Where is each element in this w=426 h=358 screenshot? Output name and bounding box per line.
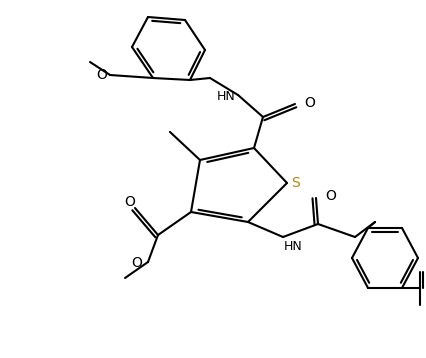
Text: O: O [303, 96, 314, 110]
Text: HN: HN [217, 90, 236, 102]
Text: O: O [131, 256, 142, 270]
Text: HN: HN [283, 240, 302, 252]
Text: O: O [324, 189, 335, 203]
Text: O: O [96, 68, 107, 82]
Text: S: S [290, 176, 299, 190]
Text: N: N [424, 281, 426, 295]
Text: O: O [124, 195, 135, 209]
